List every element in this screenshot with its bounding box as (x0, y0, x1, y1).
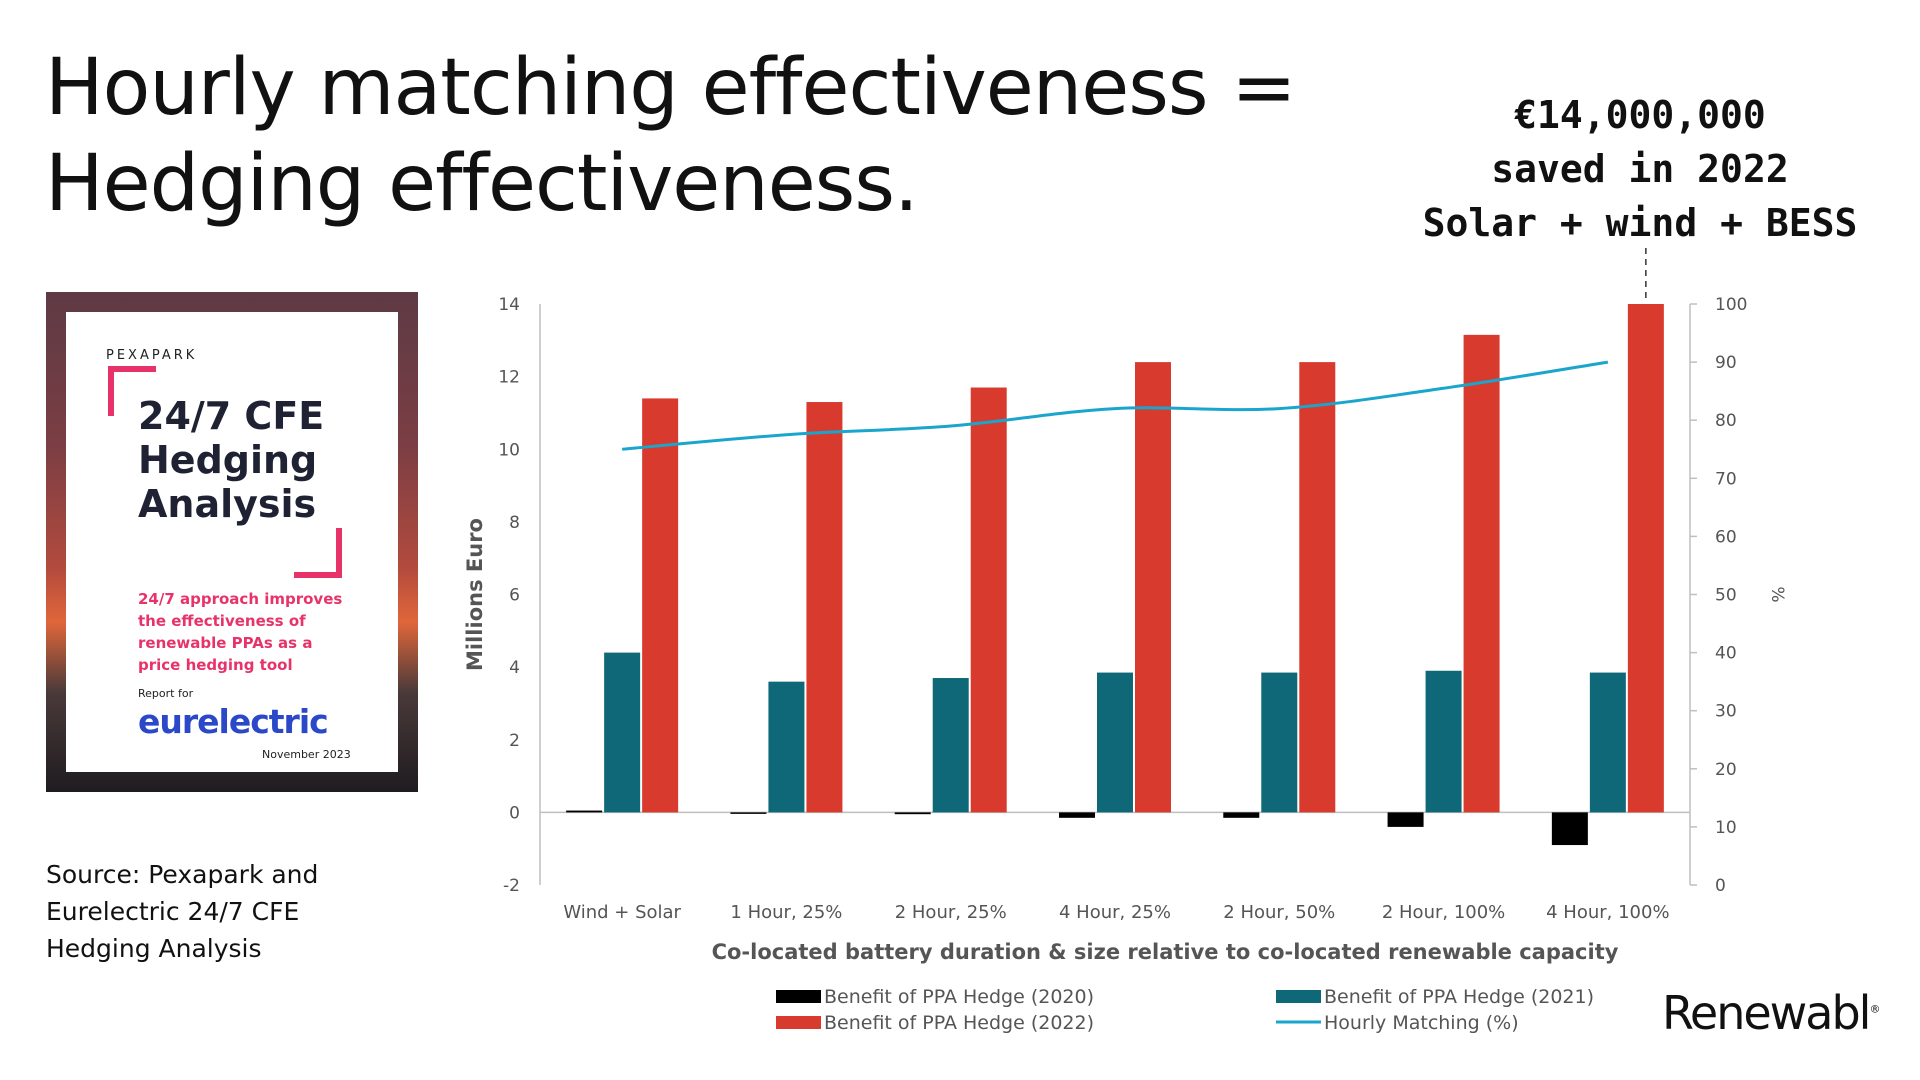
bar (1135, 362, 1171, 813)
y2-axis-label: % (1767, 586, 1787, 602)
y-tick-label: 10 (498, 440, 520, 460)
x-tick-label: 2 Hour, 50% (1223, 902, 1335, 923)
bar (1097, 672, 1133, 813)
brand-name: Renewabl (1662, 986, 1871, 1040)
bar (1059, 812, 1095, 818)
legend-label: Benefit of PPA Hedge (2020) (824, 986, 1094, 1008)
bar (970, 387, 1007, 813)
bar (932, 678, 969, 813)
callout-amount: €14,000,000 (1514, 93, 1766, 137)
bar (604, 652, 641, 813)
x-tick-label: Wind + Solar (563, 902, 681, 923)
legend-swatch (1276, 990, 1321, 1003)
y-tick-label: -2 (503, 876, 520, 896)
report-cover: PEXAPARK 24/7 CFE Hedging Analysis 24/7 … (46, 292, 418, 792)
y-tick-label: 6 (509, 586, 520, 606)
source-note: Source: Pexapark and Eurelectric 24/7 CF… (46, 860, 319, 963)
bar (1261, 672, 1298, 813)
x-tick-label: 2 Hour, 100% (1382, 902, 1505, 923)
cover-title-line-2: Hedging (138, 438, 318, 482)
bar (1551, 812, 1588, 846)
y-tick-label: 14 (498, 295, 520, 315)
cover-title-line-3: Analysis (138, 482, 317, 526)
x-tick-label: 4 Hour, 100% (1546, 902, 1669, 923)
x-tick-label: 4 Hour, 25% (1059, 902, 1171, 923)
savings-callout: €14,000,000 saved in 2022 Solar + wind +… (1400, 88, 1880, 250)
series-line-hourly-matching (622, 360, 1609, 451)
eurelectric-logo: eurelectric (138, 702, 329, 741)
bar (768, 681, 805, 813)
y-tick-label: 4 (509, 658, 520, 678)
y2-tick-label: 20 (1715, 760, 1737, 780)
bar (566, 810, 603, 813)
cover-date: November 2023 (262, 748, 351, 761)
y2-tick-label: 30 (1715, 702, 1737, 722)
y2-tick-label: 60 (1715, 527, 1737, 547)
y-tick-label: 2 (509, 731, 520, 751)
cover-corner-bottom-right (294, 528, 342, 578)
cover-title: 24/7 CFE Hedging Analysis (138, 394, 324, 526)
x-tick-label: 2 Hour, 25% (895, 902, 1007, 923)
callout-year: saved in 2022 (1491, 147, 1789, 191)
bar (1425, 670, 1462, 813)
y-tick-label: 8 (509, 513, 520, 533)
y-tick-label: 0 (509, 803, 520, 823)
cover-report-for: Report for (138, 687, 194, 700)
y2-tick-label: 80 (1715, 411, 1737, 431)
report-cover-page: PEXAPARK 24/7 CFE Hedging Analysis 24/7 … (66, 312, 398, 772)
y2-tick-label: 70 (1715, 469, 1737, 489)
renewabl-logo: Renewabl® (1662, 986, 1880, 1040)
brand-registered-mark: ® (1869, 1002, 1881, 1016)
y2-tick-label: 0 (1715, 876, 1726, 896)
title-line-1: Hourly matching effectiveness = (45, 43, 1297, 133)
bar (1387, 812, 1424, 827)
x-axis-label: Co-located battery duration & size relat… (712, 940, 1619, 964)
bar (642, 398, 679, 813)
bar (1463, 334, 1500, 813)
title-line-2: Hedging effectiveness. (45, 139, 919, 229)
y-axis-label: Millions Euro (463, 518, 487, 671)
cover-subtitle: 24/7 approach improves the effectiveness… (138, 590, 343, 674)
bar (1223, 812, 1260, 818)
y2-tick-label: 40 (1715, 644, 1737, 664)
bar (806, 402, 843, 813)
y2-tick-label: 90 (1715, 353, 1737, 373)
page-title: Hourly matching effectiveness = Hedging … (45, 40, 1345, 232)
bar (1627, 304, 1664, 813)
x-tick-label: 1 Hour, 25% (730, 902, 842, 923)
y2-tick-label: 10 (1715, 818, 1737, 838)
legend-label: Benefit of PPA Hedge (2021) (1324, 986, 1594, 1008)
y2-tick-label: 50 (1715, 586, 1737, 606)
cover-brand: PEXAPARK (106, 348, 198, 363)
y2-tick-label: 100 (1715, 295, 1747, 315)
legend-swatch (776, 1016, 821, 1029)
bar (894, 812, 931, 815)
legend-label: Hourly Matching (%) (1324, 1012, 1519, 1034)
bar (1299, 362, 1336, 813)
legend-swatch (776, 990, 821, 1003)
legend-label: Benefit of PPA Hedge (2022) (824, 1012, 1094, 1034)
callout-scenario: Solar + wind + BESS (1422, 201, 1858, 245)
bar (1589, 672, 1626, 813)
cover-title-line-1: 24/7 CFE (138, 394, 325, 438)
y-tick-label: 12 (498, 368, 520, 388)
bar (730, 812, 767, 814)
cover-corner-top-left (108, 366, 156, 416)
